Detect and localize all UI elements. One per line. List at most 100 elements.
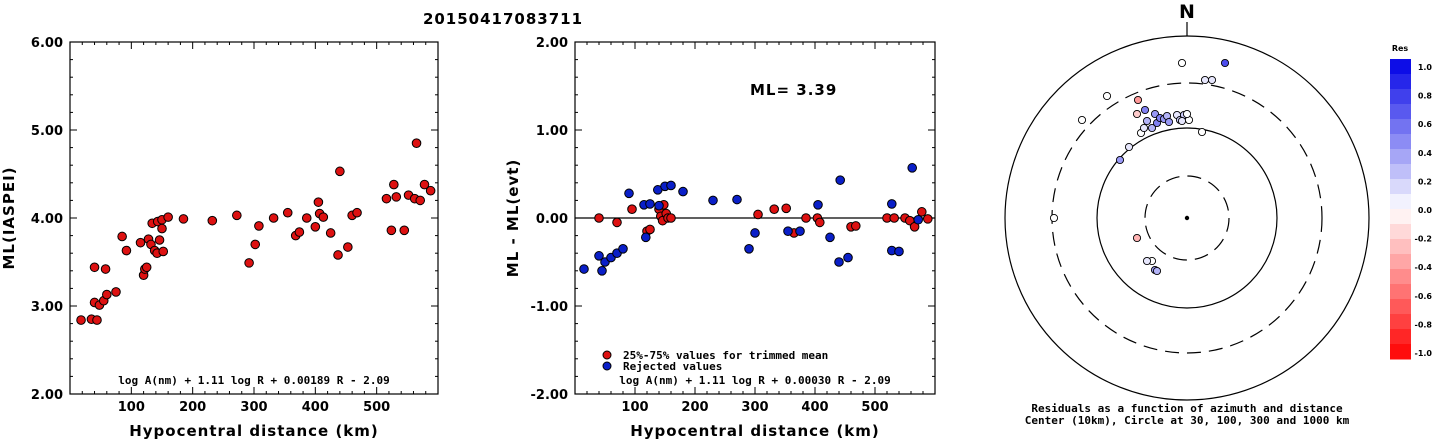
plot1-xtick-label: 500 — [363, 400, 390, 415]
plot1-ytick-label: 6.00 — [31, 36, 63, 51]
plot2-point-relative — [627, 204, 637, 214]
plot1-ticks: 100 200 300 400 500 2.00 3.00 4.00 5.00 6.00 — [31, 36, 438, 415]
plot2-point-relative — [769, 204, 780, 214]
plot2-point-relative — [666, 213, 676, 223]
plot1-point — [232, 210, 242, 221]
polar-caption-1: Residuals as a function of azimuth and d… — [1031, 402, 1343, 415]
colorbar-tick-label: 0.2 — [1418, 177, 1432, 186]
polar-point — [1140, 105, 1150, 115]
plot1-point — [391, 192, 402, 202]
colorbar-block — [1390, 119, 1411, 135]
plot2-point-rejected — [708, 195, 718, 206]
legend-rejected-label: Rejected values — [623, 360, 722, 373]
polar-point — [1142, 256, 1152, 266]
plot1-point — [411, 138, 422, 148]
plot2-point-rejected — [744, 244, 754, 254]
plot2-xtick-label: 500 — [861, 400, 888, 415]
plot1-point — [163, 212, 173, 222]
colorbar-block — [1390, 239, 1411, 255]
colorbar-tick-label: 1.0 — [1418, 63, 1433, 72]
plot2-point-relative — [815, 217, 825, 228]
polar-point — [1152, 266, 1162, 276]
plot1-frame — [69, 41, 439, 395]
polar-point — [1200, 75, 1210, 85]
plot1-point — [310, 222, 321, 232]
colorbar-block — [1390, 224, 1411, 240]
plot1-point — [419, 179, 430, 190]
circle-1000km — [1004, 35, 1370, 401]
plot1-point — [352, 207, 362, 218]
colorbar-block — [1390, 89, 1411, 105]
colorbar-block — [1390, 269, 1411, 285]
plot2-ytick-label: 0.00 — [536, 212, 568, 227]
plot1-ytick-label: 5.00 — [31, 124, 63, 139]
plot1-ylabel: ML(IASPEI) — [0, 166, 18, 269]
colorbar-block — [1390, 329, 1411, 345]
plot2-point-relative — [851, 221, 861, 231]
polar-point — [1197, 127, 1207, 137]
polar-plot: N Residuals as a function of azimuth and… — [1004, 1, 1370, 427]
plot2-point-rejected — [887, 199, 897, 209]
legend-relative-marker — [602, 350, 612, 360]
plot1-point — [294, 227, 305, 237]
plot2-ytick-label: -1.00 — [531, 300, 568, 315]
colorbar-blocks — [1390, 59, 1411, 360]
colorbar-block — [1390, 254, 1411, 270]
plot1-point — [207, 215, 218, 226]
polar-point — [1139, 123, 1149, 133]
plot2-xtick-label: 300 — [741, 400, 768, 415]
plot2-point-rejected — [825, 232, 835, 243]
colorbar-block — [1390, 299, 1411, 315]
plot2-point-rejected — [750, 228, 760, 238]
colorbar-tick-label: 0.6 — [1418, 120, 1433, 129]
polar-point — [1077, 115, 1087, 125]
polar-point — [1049, 213, 1059, 223]
plot1-point — [178, 214, 189, 224]
plot1-point — [386, 225, 397, 236]
plot1-point — [76, 315, 86, 325]
plot1-point — [313, 197, 324, 207]
plot1-point — [415, 195, 426, 206]
colorbar-block — [1390, 344, 1411, 360]
plot1-point — [117, 231, 127, 242]
plot1-point — [389, 179, 399, 190]
plot1-xtick-label: 400 — [302, 400, 329, 415]
plot-residual: 100 200 300 400 500 -2.00 -1.00 0.00 1.00 2.00 ML… — [504, 36, 936, 440]
plot2-point-relative — [645, 224, 655, 235]
plot1-point — [102, 289, 112, 300]
colorbar-tick-label: -0.8 — [1415, 320, 1433, 329]
polar-points — [1049, 58, 1230, 276]
plot1-ytick-label: 3.00 — [31, 300, 63, 315]
plot1-ytick-label: 4.00 — [31, 212, 63, 227]
polar-point — [1207, 75, 1217, 85]
plot2-ticks: 100 200 300 400 500 -2.00 -1.00 0.00 1.00 2.00 — [531, 36, 935, 415]
plot1-point — [244, 258, 254, 268]
plot2-formula: log A(nm) + 1.11 log R + 0.00030 R - 2.0… — [619, 374, 891, 387]
polar-point — [1132, 233, 1142, 243]
legend-relative-label: 25%-75% values for trimmed mean — [623, 349, 828, 362]
plot2-point-rejected — [597, 266, 607, 276]
plot1-point — [268, 213, 279, 223]
polar-point — [1177, 58, 1187, 68]
plot1-xtick-label: 200 — [179, 400, 206, 415]
colorbar-tick-label: -0.2 — [1415, 235, 1433, 244]
plot2-ytick-label: 1.00 — [536, 124, 568, 139]
polar-point — [1132, 109, 1142, 119]
north-label: N — [1179, 1, 1195, 23]
plot2-point-rejected — [645, 199, 655, 209]
polar-point — [1164, 117, 1174, 127]
polar-caption-2: Center (10km), Circle at 30, 100, 300 an… — [1025, 414, 1350, 427]
plot2-point-rejected — [624, 188, 634, 199]
plot1-point — [250, 239, 261, 250]
plot2-point-rejected — [783, 226, 793, 236]
polar-point — [1220, 58, 1230, 68]
colorbar-block — [1390, 149, 1411, 165]
plot1-xtick-label: 100 — [118, 400, 145, 415]
plot2-point-rejected — [618, 244, 628, 254]
plot2-point-rejected — [913, 214, 924, 225]
polar-point — [1124, 142, 1134, 152]
plot2-point-relative — [917, 207, 927, 217]
plot1-point — [301, 213, 312, 223]
colorbar-tick-label: 0.4 — [1418, 149, 1433, 158]
colorbar-tick-label: 0.8 — [1418, 92, 1433, 101]
